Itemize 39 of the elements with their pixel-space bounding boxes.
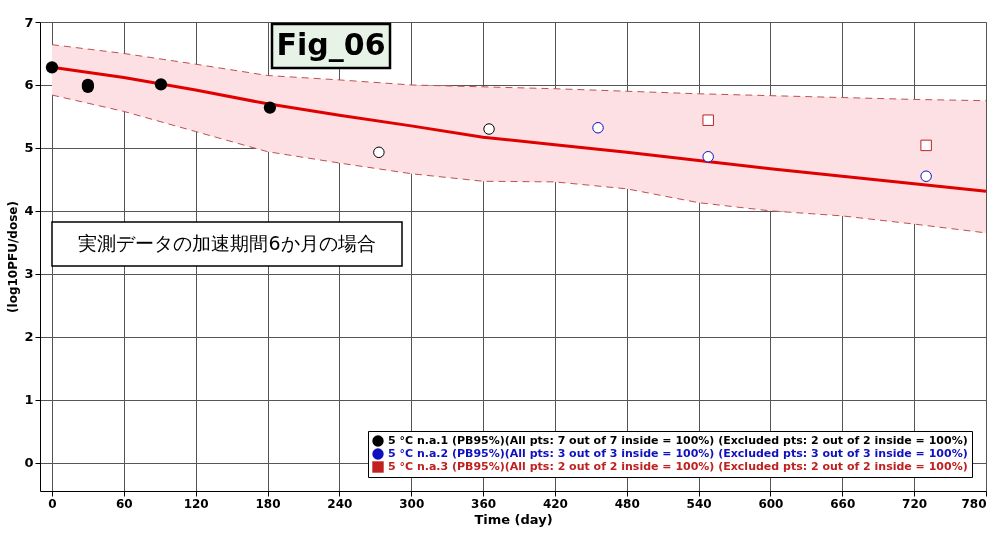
point — [920, 139, 932, 152]
x-tick-label: 600 — [758, 496, 784, 511]
point — [45, 61, 59, 74]
x-tick-label: 240 — [327, 496, 353, 511]
y-tick-label: 4 — [24, 203, 34, 219]
x-tick-label: 420 — [542, 496, 568, 511]
x-tick-label: 720 — [902, 496, 928, 511]
y-tick-label: 2 — [24, 329, 34, 345]
point — [154, 78, 168, 91]
x-tick-label: 60 — [115, 496, 133, 511]
y-tick-label: 3 — [24, 266, 34, 282]
y-tick-label: 6 — [24, 77, 34, 93]
y-tick-label: 1 — [24, 392, 34, 408]
point — [483, 123, 495, 135]
x-tick-label: 360 — [471, 496, 497, 511]
point — [592, 122, 604, 134]
point — [920, 170, 932, 182]
annotation: 実測データの加速期間6か月の場合 — [78, 232, 376, 254]
point — [373, 146, 385, 159]
y-tick-label: 5 — [24, 140, 34, 156]
legend-label: 5 °C n.a.1 (PB95%)(All pts: 7 out of 7 inside = 100%) (Excluded pts: 2 out of 2 inside = 100%) — [388, 434, 968, 447]
x-tick-label: 480 — [614, 496, 640, 511]
x-axis-title: Time (day) — [474, 511, 553, 527]
y-tick-label: 0 — [24, 455, 34, 471]
x-tick-label: 660 — [830, 496, 856, 511]
y-axis-title: (log10PFU/dose) — [6, 201, 21, 313]
annotation: Fig_06 — [276, 27, 386, 62]
x-tick-label: 0 — [48, 496, 57, 511]
legend-label: 5 °C n.a.3 (PB95%)(All pts: 2 out of 2 inside = 100%) (Excluded pts: 2 out of 2 inside = 100%) — [388, 460, 968, 473]
x-tick-label: 780 — [961, 496, 987, 511]
point — [702, 150, 714, 163]
x-tick-label: 180 — [255, 496, 281, 511]
y-tick-label: 7 — [24, 14, 34, 30]
x-tick-label: 120 — [183, 496, 209, 511]
legend-label: 5 °C n.a.2 (PB95%)(All pts: 3 out of 3 inside = 100%) (Excluded pts: 3 out of 3 inside = 100%) — [388, 447, 968, 460]
x-tick-label: 540 — [686, 496, 712, 511]
x-tick-label: 300 — [399, 496, 425, 511]
point — [263, 101, 277, 114]
point — [702, 114, 714, 126]
